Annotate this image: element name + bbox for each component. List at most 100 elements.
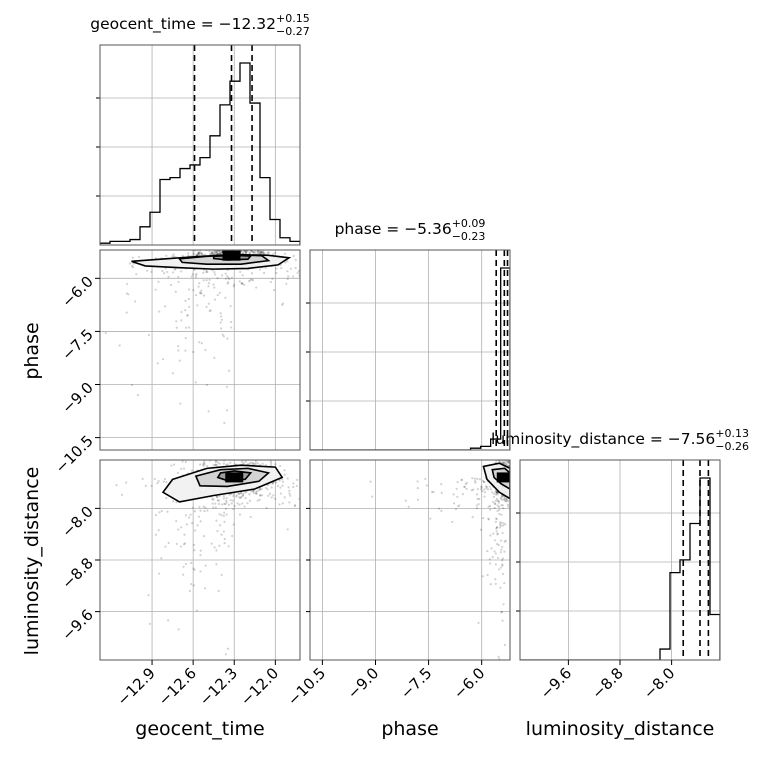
scatter-content [369, 452, 594, 660]
scatter-point [498, 452, 500, 454]
scatter-point [220, 514, 223, 517]
scatter-point [494, 578, 497, 581]
y-tick-label-luminosity-distance: −9.6 [58, 606, 96, 644]
scatter-point [455, 487, 458, 491]
scatter-point [167, 275, 170, 279]
scatter-point [190, 275, 193, 278]
scatter-point [171, 271, 175, 274]
scatter-point [214, 460, 217, 463]
title-minus: −0.27 [276, 25, 310, 38]
scatter-point [220, 533, 223, 536]
scatter-point [495, 526, 499, 529]
scatter-point [156, 482, 159, 485]
scatter-point [238, 503, 241, 506]
scatter-point [229, 499, 232, 502]
scatter-point [275, 271, 278, 275]
scatter-point [507, 461, 510, 464]
scatter-point [554, 482, 556, 484]
scatter-point [502, 461, 505, 464]
scatter-point [175, 320, 178, 323]
scatter-point [240, 282, 243, 285]
scatter-point [555, 478, 557, 480]
scatter-point [215, 549, 218, 552]
scatter-point [460, 479, 463, 482]
scatter-point [499, 523, 502, 526]
scatter-point [201, 463, 205, 466]
scatter-point [216, 461, 220, 464]
scatter-point [498, 508, 501, 512]
scatter-point [512, 479, 514, 481]
scatter-point [187, 297, 190, 301]
scatter-point [456, 505, 460, 508]
scatter-point [185, 326, 188, 329]
scatter-point [496, 509, 499, 513]
scatter-point [337, 278, 339, 280]
scatter-point [503, 540, 506, 543]
scatter-point [212, 253, 215, 256]
scatter-point [511, 491, 513, 493]
scatter-point [165, 497, 168, 500]
scatter-point [191, 506, 194, 509]
scatter-point [199, 291, 202, 294]
scatter-point [180, 270, 183, 273]
scatter-point [501, 454, 503, 456]
scatter-point [250, 272, 254, 275]
scatter-point [514, 477, 516, 479]
scatter-point [232, 508, 235, 511]
scatter-point [513, 462, 515, 464]
scatter-point [333, 271, 335, 273]
scatter-point [259, 251, 262, 255]
scatter-point [514, 468, 516, 470]
scatter-point [167, 541, 170, 545]
scatter-point [512, 467, 514, 469]
scatter-point [270, 486, 273, 489]
scatter-point [229, 461, 232, 464]
scatter-point [480, 485, 483, 488]
scatter-point [154, 288, 157, 291]
scatter-point [225, 458, 227, 460]
scatter-point [505, 498, 508, 502]
scatter-point [204, 506, 207, 509]
scatter-point [182, 543, 186, 546]
scatter-point [164, 305, 167, 308]
scatter-point [252, 247, 254, 249]
scatter-point [226, 236, 228, 238]
scatter-point [226, 275, 229, 278]
scatter-point [246, 247, 248, 249]
scatter-point [315, 511, 317, 513]
scatter-point [222, 495, 225, 498]
scatter-point [515, 489, 517, 491]
scatter-point [177, 528, 180, 531]
scatter-point [456, 480, 459, 484]
scatter-point [552, 484, 554, 486]
scatter-point [252, 247, 254, 249]
scatter-point [592, 498, 594, 500]
scatter-point [271, 482, 274, 485]
scatter-point [192, 567, 195, 570]
y-tick-label-phase: −7.5 [58, 326, 96, 364]
scatter-point [205, 383, 209, 387]
scatter-point [209, 309, 212, 312]
scatter-point [250, 490, 253, 493]
scatter-point [214, 506, 217, 509]
scatter-point [512, 479, 514, 481]
scatter-point [232, 494, 235, 498]
scatter-point [241, 502, 244, 505]
scatter-point [224, 247, 226, 249]
scatter-point [238, 496, 241, 499]
scatter-point [252, 251, 255, 254]
scatter-point [227, 503, 231, 506]
scatter-point [177, 349, 180, 352]
scatter-point [503, 643, 507, 647]
scatter-point [512, 494, 514, 496]
contour-line-2 [194, 467, 271, 488]
scatter-point [550, 478, 552, 480]
scatter-point [489, 534, 492, 537]
scatter-point [510, 487, 512, 489]
scatter-point [219, 327, 223, 330]
scatter-point [285, 282, 288, 285]
scatter-point [180, 467, 183, 471]
scatter-point [493, 550, 496, 553]
scatter-point [501, 564, 504, 567]
title-minus: −0.23 [452, 230, 486, 243]
